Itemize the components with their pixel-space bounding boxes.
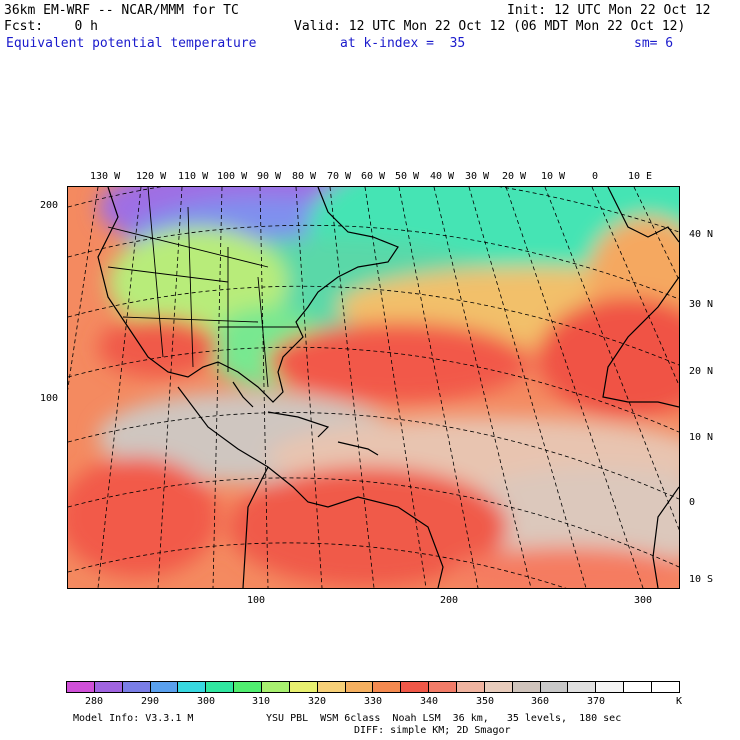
colorbar-label: 330 — [364, 696, 383, 707]
colorbar-swatch — [457, 682, 485, 692]
colorbar-swatch — [262, 682, 290, 692]
lon-label: 70 W — [327, 171, 352, 182]
lat-label: 40 N — [689, 229, 714, 240]
smoothing-value: sm= 6 — [634, 36, 674, 51]
colorbar-swatch — [94, 682, 123, 692]
colorbar-swatch — [568, 682, 597, 692]
colorbar-label: 290 — [141, 696, 160, 707]
model-info: Model Info: V3.3.1 M — [73, 713, 194, 724]
grid-tick-bottom: 200 — [440, 595, 459, 606]
colorbar-swatch — [512, 682, 541, 692]
colorbar-swatch — [150, 682, 179, 692]
colorbar-swatch — [373, 682, 402, 692]
lon-label: 0 — [592, 171, 599, 182]
colorbar-swatch — [429, 682, 458, 692]
lon-label: 60 W — [361, 171, 386, 182]
colorbar-swatch — [289, 682, 318, 692]
lat-label: 20 N — [689, 366, 714, 377]
state-borders — [107, 187, 298, 388]
colorbar-label: 320 — [308, 696, 327, 707]
colorbar-label: 300 — [197, 696, 216, 707]
colorbar-label: 370 — [587, 696, 606, 707]
colorbar-swatch — [652, 682, 679, 692]
lon-label: 10 W — [541, 171, 566, 182]
lon-label: 80 W — [292, 171, 317, 182]
colorbar-label: 310 — [252, 696, 271, 707]
colorbar-swatch — [624, 682, 653, 692]
lon-label: 130 W — [90, 171, 121, 182]
grid-tick-bottom: 100 — [247, 595, 266, 606]
colorbar — [66, 681, 680, 693]
valid-time: Valid: 12 UTC Mon 22 Oct 12 (06 MDT Mon … — [294, 19, 686, 34]
grid-tick-left: 200 — [40, 200, 59, 211]
lat-label: 10 S — [689, 574, 714, 585]
colorbar-unit: K — [676, 696, 683, 707]
physics-info: YSU PBL WSM 6class Noah LSM 36 km, 35 le… — [266, 713, 622, 724]
lat-label: 0 — [689, 497, 696, 508]
lon-label: 90 W — [257, 171, 282, 182]
coastlines — [97, 187, 679, 588]
colorbar-swatch — [540, 682, 569, 692]
model-title: 36km EM-WRF -- NCAR/MMM for TC — [4, 3, 239, 18]
diffusion-info: DIFF: simple KM; 2D Smagor — [354, 725, 511, 736]
colorbar-swatch — [234, 682, 263, 692]
lon-label: 50 W — [395, 171, 420, 182]
k-index: at k-index = 35 — [340, 36, 466, 51]
grid-tick-bottom: 300 — [634, 595, 653, 606]
colorbar-label: 350 — [476, 696, 495, 707]
lon-label: 10 E — [628, 171, 653, 182]
lat-label: 10 N — [689, 432, 714, 443]
init-time: Init: 12 UTC Mon 22 Oct 12 — [507, 3, 711, 18]
field-name: Equivalent potential temperature — [6, 36, 257, 51]
lat-label: 30 N — [689, 299, 714, 310]
colorbar-label: 280 — [85, 696, 104, 707]
colorbar-swatch — [178, 682, 207, 692]
colorbar-swatch — [317, 682, 346, 692]
colorbar-swatch — [67, 682, 95, 692]
map-canvas — [68, 187, 679, 588]
lon-label: 40 W — [430, 171, 455, 182]
lon-label: 20 W — [502, 171, 527, 182]
colorbar-swatch — [345, 682, 374, 692]
colorbar-swatch — [596, 682, 625, 692]
colorbar-swatch — [484, 682, 513, 692]
theta-e-map — [67, 186, 680, 589]
colorbar-label: 360 — [531, 696, 550, 707]
colorbar-swatch — [122, 682, 151, 692]
grid-tick-left: 100 — [40, 393, 59, 404]
colorbar-swatch — [401, 682, 430, 692]
lon-label: 30 W — [465, 171, 490, 182]
colorbar-label: 340 — [420, 696, 439, 707]
lon-label: 110 W — [178, 171, 209, 182]
lon-label: 120 W — [136, 171, 167, 182]
forecast-hour: Fcst: 0 h — [4, 19, 98, 34]
lon-label: 100 W — [217, 171, 248, 182]
colorbar-swatch — [206, 682, 235, 692]
